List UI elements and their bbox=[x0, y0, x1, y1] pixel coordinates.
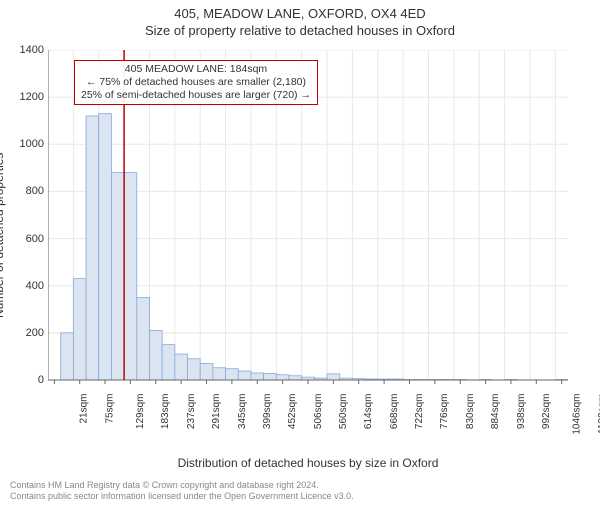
x-tick-label: 938sqm bbox=[516, 394, 527, 430]
x-axis-label: Distribution of detached houses by size … bbox=[48, 456, 568, 470]
x-tick-label: 830sqm bbox=[465, 394, 476, 430]
x-tick-label: 21sqm bbox=[79, 394, 90, 424]
annotation-line: ← 75% of detached houses are smaller (2,… bbox=[81, 76, 311, 89]
y-tick-label: 600 bbox=[16, 233, 44, 245]
x-tick-label: 129sqm bbox=[135, 394, 146, 430]
x-tick-label: 1046sqm bbox=[572, 394, 583, 435]
x-tick-label: 291sqm bbox=[211, 394, 222, 430]
chart-area: 0200400600800100012001400 21sqm75sqm129s… bbox=[48, 50, 568, 430]
x-tick-label: 1100sqm bbox=[597, 394, 600, 434]
x-tick-label: 75sqm bbox=[104, 394, 115, 424]
chart-title-sub: Size of property relative to detached ho… bbox=[0, 23, 600, 38]
footer-line: Contains HM Land Registry data © Crown c… bbox=[10, 480, 354, 491]
y-tick-label: 1000 bbox=[16, 138, 44, 150]
x-tick-label: 183sqm bbox=[161, 394, 172, 430]
y-tick-label: 0 bbox=[16, 374, 44, 386]
footer-line: Contains public sector information licen… bbox=[10, 491, 354, 502]
annotation-box: 405 MEADOW LANE: 184sqm ← 75% of detache… bbox=[74, 60, 318, 105]
annotation-line: 25% of semi-detached houses are larger (… bbox=[81, 89, 311, 102]
annotation-line: 405 MEADOW LANE: 184sqm bbox=[81, 63, 311, 76]
x-tick-label: 237sqm bbox=[186, 394, 197, 430]
x-tick-label: 506sqm bbox=[313, 394, 324, 430]
y-tick-label: 800 bbox=[16, 185, 44, 197]
x-tick-label: 399sqm bbox=[262, 394, 273, 430]
x-tick-label: 452sqm bbox=[287, 394, 298, 430]
x-tick-label: 560sqm bbox=[338, 394, 349, 430]
y-tick-label: 400 bbox=[16, 280, 44, 292]
x-tick-label: 614sqm bbox=[363, 394, 374, 430]
y-axis-label: Number of detached properties bbox=[0, 50, 12, 420]
footer-attribution: Contains HM Land Registry data © Crown c… bbox=[10, 480, 354, 502]
x-tick-label: 345sqm bbox=[237, 394, 248, 430]
x-tick-label: 722sqm bbox=[414, 394, 425, 430]
y-tick-label: 1400 bbox=[16, 44, 44, 56]
x-tick-label: 884sqm bbox=[490, 394, 501, 430]
histogram-plot bbox=[48, 50, 568, 430]
y-tick-label: 1200 bbox=[16, 91, 44, 103]
x-tick-label: 776sqm bbox=[440, 394, 451, 430]
x-tick-label: 668sqm bbox=[389, 394, 400, 430]
y-tick-label: 200 bbox=[16, 327, 44, 339]
x-tick-label: 992sqm bbox=[541, 394, 552, 430]
chart-title-main: 405, MEADOW LANE, OXFORD, OX4 4ED bbox=[0, 6, 600, 21]
